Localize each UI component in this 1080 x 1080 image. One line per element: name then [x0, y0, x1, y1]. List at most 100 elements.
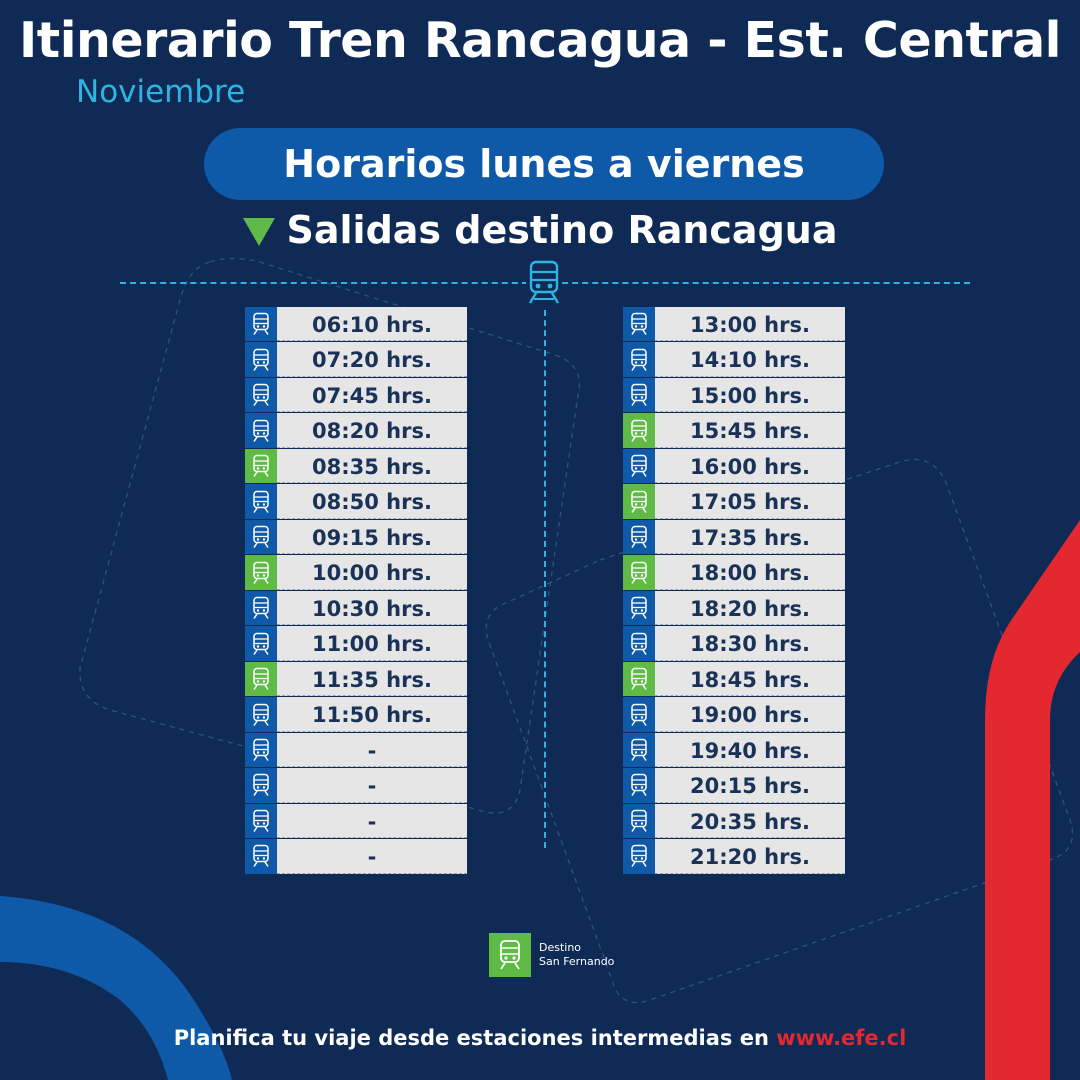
- departure-time: 07:20 hrs.: [277, 342, 467, 377]
- departure-row: 08:35 hrs.: [245, 448, 467, 484]
- train-icon: [245, 626, 277, 661]
- departure-time: 08:50 hrs.: [277, 484, 467, 519]
- train-icon: [245, 697, 277, 732]
- train-icon: [623, 839, 655, 874]
- train-icon: [623, 732, 655, 768]
- center-train-icon: [526, 258, 562, 306]
- month-subtitle: Noviembre: [76, 74, 246, 110]
- departure-row: 18:45 hrs.: [623, 661, 845, 697]
- departure-row: -: [245, 839, 467, 874]
- departures-column-left: 06:10 hrs. 07:20 hrs. 07:45 hrs. 08:20 hrs.…: [245, 307, 467, 875]
- departure-row: 11:35 hrs.: [245, 661, 467, 697]
- departure-time: 18:45 hrs.: [655, 661, 845, 697]
- train-icon: [623, 590, 655, 626]
- train-icon: [245, 307, 277, 342]
- departure-time: 18:00 hrs.: [655, 555, 845, 590]
- departure-row: 17:35 hrs.: [623, 519, 845, 555]
- departure-row: 16:00 hrs.: [623, 448, 845, 484]
- triangle-down-icon: [242, 218, 275, 246]
- departure-time: 20:35 hrs.: [655, 803, 845, 839]
- train-icon: [245, 590, 277, 626]
- departure-row: 18:30 hrs.: [623, 626, 845, 661]
- train-icon: [623, 697, 655, 732]
- departure-row: 10:00 hrs.: [245, 555, 467, 590]
- departure-row: 18:20 hrs.: [623, 590, 845, 626]
- departure-time: 11:50 hrs.: [277, 697, 467, 732]
- departure-time: 21:20 hrs.: [655, 839, 845, 874]
- departure-time: -: [277, 732, 467, 768]
- departure-row: 11:00 hrs.: [245, 626, 467, 661]
- departure-row: 06:10 hrs.: [245, 307, 467, 342]
- departure-row: 18:00 hrs.: [623, 555, 845, 590]
- train-icon: [245, 661, 277, 697]
- departure-time: 13:00 hrs.: [655, 307, 845, 342]
- train-icon: [623, 307, 655, 342]
- train-icon: [245, 377, 277, 413]
- schedule-days-label: Horarios lunes a viernes: [283, 142, 805, 186]
- departure-row: 21:20 hrs.: [623, 839, 845, 874]
- departure-time: 11:00 hrs.: [277, 626, 467, 661]
- departure-row: 10:30 hrs.: [245, 590, 467, 626]
- departure-row: 15:00 hrs.: [623, 377, 845, 413]
- train-icon: [245, 484, 277, 519]
- departure-time: 19:00 hrs.: [655, 697, 845, 732]
- train-icon: [623, 377, 655, 413]
- train-icon: [245, 342, 277, 377]
- departure-row: 07:45 hrs.: [245, 377, 467, 413]
- departure-time: 17:35 hrs.: [655, 519, 845, 555]
- legend-line-2: San Fernando: [539, 955, 615, 968]
- departure-row: 19:40 hrs.: [623, 732, 845, 768]
- departure-row: 11:50 hrs.: [245, 697, 467, 732]
- departure-time: 08:20 hrs.: [277, 413, 467, 448]
- train-icon: [623, 484, 655, 519]
- departure-row: 20:15 hrs.: [623, 768, 845, 803]
- departure-row: 13:00 hrs.: [623, 307, 845, 342]
- departure-time: 16:00 hrs.: [655, 448, 845, 484]
- departure-time: 08:35 hrs.: [277, 448, 467, 484]
- departure-time: 18:20 hrs.: [655, 590, 845, 626]
- departure-time: 09:15 hrs.: [277, 519, 467, 555]
- train-icon: [623, 448, 655, 484]
- departure-row: 09:15 hrs.: [245, 519, 467, 555]
- train-icon: [623, 342, 655, 377]
- departure-time: 14:10 hrs.: [655, 342, 845, 377]
- train-icon: [245, 768, 277, 803]
- departure-time: 06:10 hrs.: [277, 307, 467, 342]
- departure-row: -: [245, 732, 467, 768]
- legend: Destino San Fernando: [489, 933, 614, 977]
- departure-time: 15:00 hrs.: [655, 377, 845, 413]
- legend-label: Destino San Fernando: [539, 941, 614, 969]
- website-link[interactable]: www.efe.cl: [776, 1026, 907, 1050]
- train-icon: [623, 413, 655, 448]
- section-header: Salidas destino Rancagua: [0, 208, 1080, 252]
- departure-row: -: [245, 768, 467, 803]
- departure-time: 11:35 hrs.: [277, 661, 467, 697]
- departure-row: 14:10 hrs.: [623, 342, 845, 377]
- train-icon: [623, 803, 655, 839]
- departure-row: 20:35 hrs.: [623, 803, 845, 839]
- departure-row: 08:50 hrs.: [245, 484, 467, 519]
- departure-time: -: [277, 839, 467, 874]
- departure-row: 19:00 hrs.: [623, 697, 845, 732]
- legend-line-1: Destino: [539, 941, 582, 954]
- footer: Planifica tu viaje desde estaciones inte…: [0, 1026, 1080, 1050]
- divider-vertical: [544, 300, 546, 848]
- train-icon: [245, 732, 277, 768]
- departure-row: 08:20 hrs.: [245, 413, 467, 448]
- departure-time: 10:30 hrs.: [277, 590, 467, 626]
- train-icon: [245, 519, 277, 555]
- departure-time: 10:00 hrs.: [277, 555, 467, 590]
- departure-time: 18:30 hrs.: [655, 626, 845, 661]
- train-icon: [245, 803, 277, 839]
- departure-time: 15:45 hrs.: [655, 413, 845, 448]
- departure-row: 15:45 hrs.: [623, 413, 845, 448]
- train-icon: [245, 448, 277, 484]
- footer-text: Planifica tu viaje desde estaciones inte…: [173, 1026, 769, 1050]
- departure-row: -: [245, 803, 467, 839]
- departure-time: -: [277, 803, 467, 839]
- departure-time: 07:45 hrs.: [277, 377, 467, 413]
- train-icon: [245, 413, 277, 448]
- train-icon: [623, 626, 655, 661]
- departure-time: -: [277, 768, 467, 803]
